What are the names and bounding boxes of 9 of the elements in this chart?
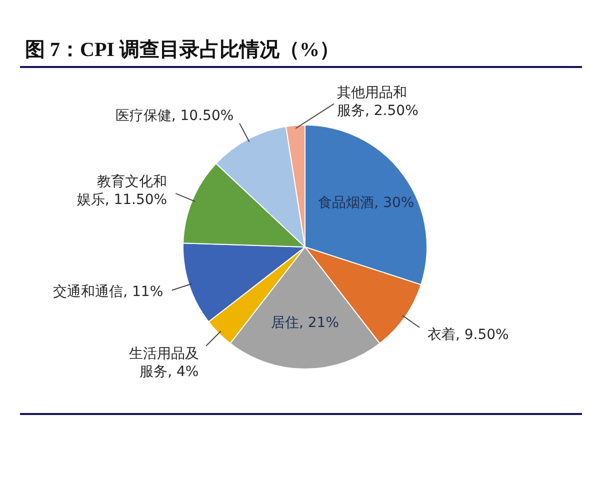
slice-label: 其他用品和服务, 2.50% bbox=[337, 84, 418, 120]
slice-label: 教育文化和娱乐, 11.50% bbox=[76, 173, 168, 210]
slice-label: 居住, 21% bbox=[270, 314, 340, 332]
slice-label: 交通和通信, 11% bbox=[53, 283, 164, 302]
chart-title: 图 7：CPI 调查目录占比情况（%） bbox=[25, 38, 340, 63]
slice-label: 医疗保健, 10.50% bbox=[115, 106, 234, 125]
slice-label: 衣着, 9.50% bbox=[427, 326, 509, 344]
slice-label: 生活用品及服务, 4% bbox=[128, 345, 199, 382]
slice-label: 食品烟酒, 30% bbox=[318, 194, 414, 212]
